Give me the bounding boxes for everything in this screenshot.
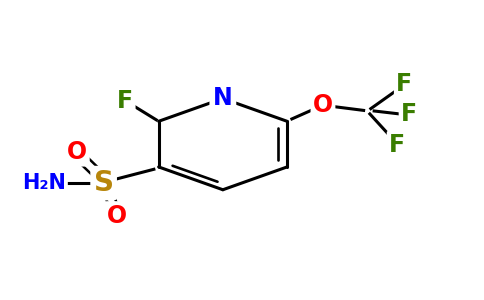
Text: O: O xyxy=(107,203,127,227)
Text: N: N xyxy=(213,86,233,110)
Text: F: F xyxy=(389,133,405,157)
Text: O: O xyxy=(67,140,88,164)
Text: F: F xyxy=(396,73,412,97)
Text: F: F xyxy=(117,89,133,113)
Text: O: O xyxy=(313,93,333,117)
Text: F: F xyxy=(401,102,417,126)
Text: H₂N: H₂N xyxy=(22,173,66,193)
Text: S: S xyxy=(93,169,114,197)
